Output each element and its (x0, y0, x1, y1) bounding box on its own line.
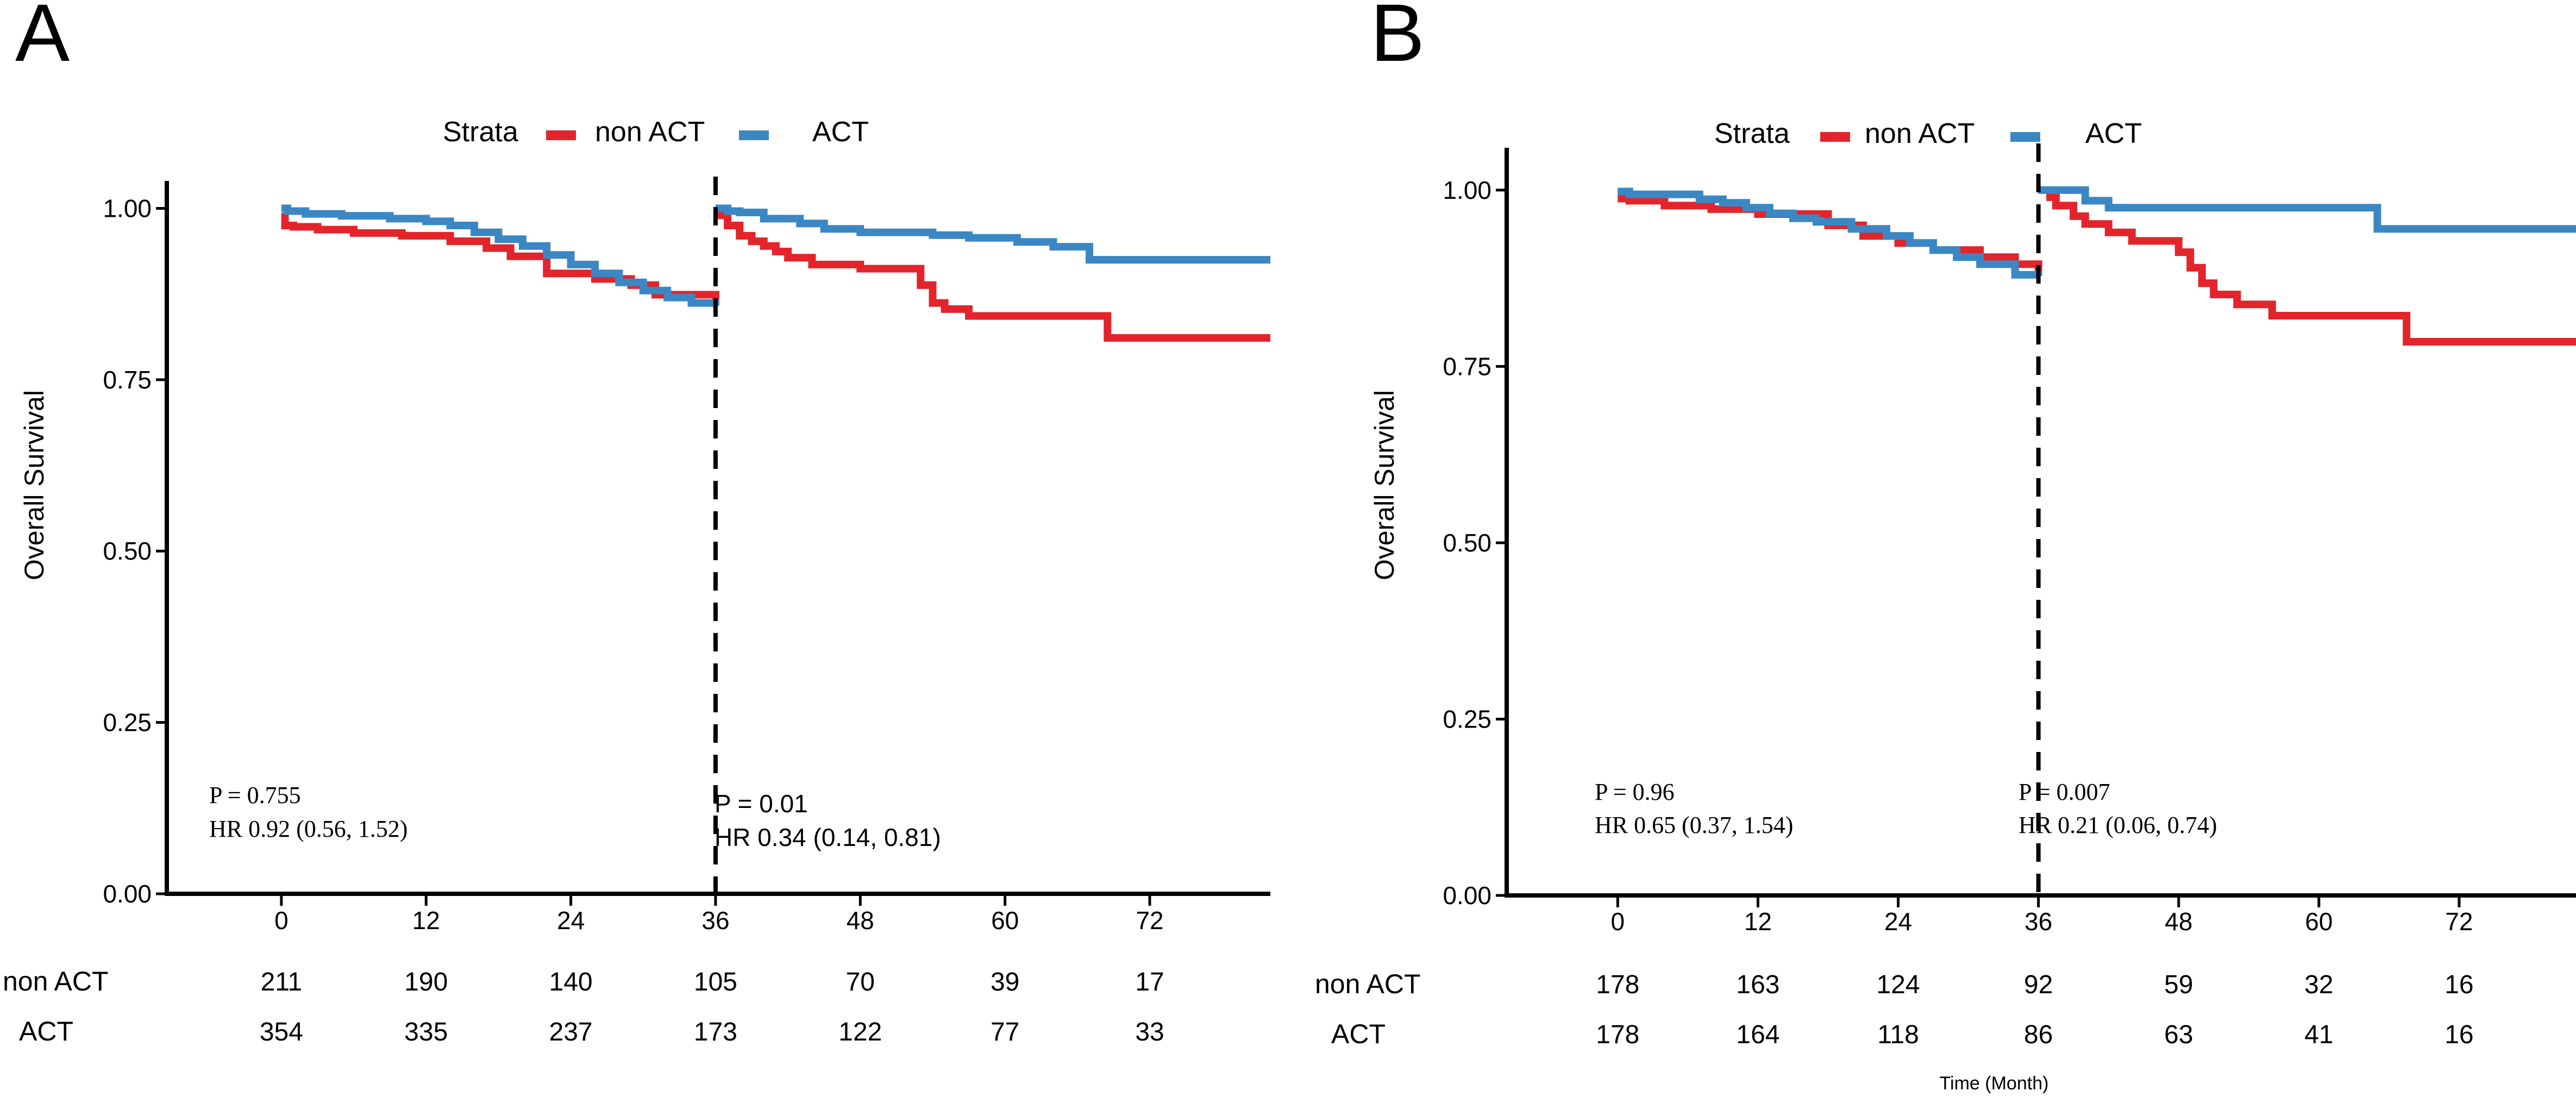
risk-cell: 105 (694, 968, 737, 996)
x-axis-title: Time (Month) (1940, 1073, 2049, 1094)
risk-cell: 70 (846, 968, 875, 996)
curve-act-36-82 (716, 204, 1270, 264)
x-tick-label: 72 (2445, 907, 2473, 936)
annotation-p-value-before: P = 0.96 (1595, 779, 1675, 805)
risk-cell: 211 (261, 968, 303, 996)
risk-row-label-act: ACT (19, 1016, 73, 1046)
risk-cell: 86 (2024, 1020, 2053, 1049)
legend-label-non-act: non ACT (595, 116, 705, 148)
x-tick-label: 48 (847, 906, 874, 935)
curve-act-0-36 (1618, 187, 2042, 279)
legend-label-act: ACT (2085, 118, 2142, 149)
y-tick-label: 1.00 (103, 194, 152, 222)
risk-cell: 59 (2164, 970, 2193, 999)
legend: Strata non ACT ACT (1714, 118, 2142, 149)
risk-cell: 335 (404, 1018, 448, 1046)
x-tick-label: 24 (1884, 907, 1912, 936)
legend-title: Strata (443, 116, 518, 148)
y-axis-title: Overall Survival (19, 390, 49, 580)
annotation-hr-after: HR 0.34 (0.14, 0.81) (714, 823, 941, 851)
risk-table-cells: 178 163 124 92 59 32 16 178 164 118 86 63 41 16 (1596, 970, 2473, 1049)
risk-cell: 16 (2445, 970, 2473, 999)
y-tick-label: 0.25 (1443, 705, 1491, 733)
x-tick-label: 24 (557, 906, 585, 935)
legend-label-non-act: non ACT (1865, 118, 1975, 149)
risk-cell: 190 (404, 968, 448, 996)
y-tick-label: 0.50 (103, 537, 152, 565)
annotation-hr-before: HR 0.92 (0.56, 1.52) (209, 816, 408, 842)
panel-a: A Strata non ACT ACT Overall Survival 0.… (3, 0, 1270, 1046)
risk-cell: 173 (694, 1018, 737, 1046)
risk-cell: 122 (838, 1018, 882, 1046)
risk-cell: 16 (2445, 1020, 2473, 1049)
panel-label: B (1370, 0, 1425, 78)
survival-curves (281, 204, 1270, 342)
risk-cell: 118 (1877, 1020, 1919, 1049)
x-tick-label: 0 (1611, 907, 1625, 936)
y-tick-label: 0.75 (103, 366, 152, 394)
curve-act-36-82 (2038, 186, 2576, 233)
y-tick-label: 0.50 (1443, 529, 1491, 557)
risk-cell: 237 (549, 1018, 593, 1046)
risk-table: non ACT ACT 178 163 124 92 59 32 16 178 164 118 86… (1315, 969, 2474, 1049)
risk-row-label-non-act: non ACT (1315, 969, 1421, 999)
risk-cell: 17 (1135, 968, 1164, 996)
curve-non-act-36-82 (716, 204, 1270, 342)
risk-cell: 178 (1596, 1020, 1639, 1049)
risk-cell: 33 (1135, 1018, 1164, 1046)
x-tick-label: 60 (2305, 907, 2333, 936)
legend-label-act: ACT (812, 116, 869, 148)
panel-label: A (15, 0, 70, 78)
risk-table-cells: 211 190 140 105 70 39 17 354 335 237 173 122 77 33 (260, 968, 1164, 1046)
risk-row-label-act: ACT (1331, 1019, 1386, 1049)
y-tick-label: 0.00 (1443, 881, 1491, 910)
annotation-hr-after: HR 0.21 (0.06, 0.74) (2019, 812, 2217, 838)
x-tick-label: 12 (1744, 907, 1772, 936)
risk-cell: 39 (991, 968, 1019, 996)
x-tick-label: 72 (1136, 906, 1163, 935)
risk-cell: 41 (2304, 1020, 2333, 1049)
x-tick-label: 60 (991, 906, 1019, 935)
annotation-hr-before: HR 0.65 (0.37, 1.54) (1595, 812, 1793, 838)
risk-cell: 163 (1736, 970, 1779, 999)
annotation-p-value-after: P = 0.01 (714, 789, 808, 818)
risk-cell: 354 (260, 1018, 303, 1046)
y-tick-label: 0.75 (1443, 352, 1491, 380)
risk-cell: 32 (2304, 970, 2333, 999)
risk-cell: 178 (1596, 970, 1639, 999)
risk-cell: 124 (1876, 970, 1920, 999)
x-tick-label: 36 (2025, 907, 2052, 936)
risk-cell: 164 (1736, 1020, 1779, 1049)
y-axis-title: Overall Survival (1369, 390, 1400, 580)
panel-b: B Strata non ACT ACT Overall Survival 0.… (1315, 0, 2576, 1094)
curve-act-0-36 (281, 204, 719, 307)
x-tick-label: 36 (701, 906, 729, 935)
risk-cell: 92 (2024, 970, 2053, 999)
curve-non-act-36-82 (2038, 186, 2576, 346)
y-tick-label: 0.00 (103, 880, 152, 908)
x-tick-label: 12 (412, 906, 440, 935)
x-tick-label: 48 (2165, 907, 2192, 936)
y-tick-label: 1.00 (1443, 176, 1491, 204)
y-axis-ticks: 0.00 0.25 0.50 0.75 1.00 (103, 194, 167, 908)
risk-row-label-non-act: non ACT (3, 966, 109, 996)
survival-curves (1618, 186, 2576, 346)
annotation-p-value-after: P = 0.007 (2019, 779, 2110, 805)
risk-cell: 77 (991, 1018, 1019, 1046)
legend: Strata non ACT ACT (443, 116, 869, 148)
legend-title: Strata (1714, 118, 1790, 149)
y-tick-label: 0.25 (103, 709, 152, 737)
y-axis-ticks: 0.00 0.25 0.50 0.75 1.00 (1443, 176, 1507, 910)
risk-table: non ACT ACT 211 190 140 105 70 39 17 354 335 237 1… (3, 966, 1164, 1046)
risk-cell: 140 (549, 968, 593, 996)
risk-cell: 63 (2164, 1020, 2193, 1049)
x-tick-label: 0 (274, 906, 289, 935)
annotation-p-value-before: P = 0.755 (209, 782, 301, 808)
x-axis-ticks: 0 12 24 36 48 60 72 (1611, 895, 2473, 936)
